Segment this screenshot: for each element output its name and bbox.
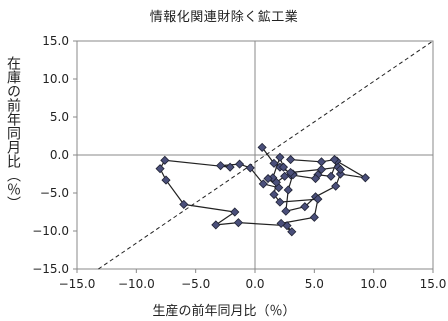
data-point-marker	[230, 207, 240, 217]
y-tick-label: −15.0	[32, 262, 69, 276]
data-point-marker	[287, 227, 297, 237]
data-point-marker	[245, 163, 255, 173]
y-axis-label: 在庫の前年同月比（％）	[5, 56, 21, 210]
data-point-marker	[300, 202, 310, 212]
reference-line-y-equals-x	[98, 40, 434, 270]
x-tick-label: −10.0	[118, 277, 155, 291]
y-tick-label: −10.0	[32, 224, 69, 238]
x-tick-label: −5.0	[181, 277, 210, 291]
y-tick-label: 10.0	[42, 72, 69, 86]
data-point-marker	[276, 218, 286, 228]
data-point-marker	[271, 177, 281, 187]
data-point-marker	[283, 185, 293, 195]
data-point-marker	[326, 171, 336, 181]
data-point-marker	[179, 199, 189, 209]
chart-title: 情報化関連財除く鉱工業	[149, 10, 299, 25]
data-point-marker	[225, 162, 235, 172]
data-point-marker	[235, 159, 245, 169]
data-point-marker	[286, 154, 296, 165]
data-point-marker	[360, 173, 370, 183]
data-point-marker	[161, 175, 171, 185]
data-point-marker	[310, 173, 321, 184]
data-point-marker	[269, 189, 279, 200]
data-point-marker	[216, 161, 226, 171]
data-point-marker	[258, 179, 268, 189]
data-point-marker	[275, 197, 285, 207]
data-point-marker	[275, 152, 285, 162]
data-point-marker	[263, 173, 273, 184]
data-point-marker	[329, 154, 340, 165]
y-tick-label: 0.0	[50, 148, 69, 162]
x-tick-label: 0.0	[245, 277, 264, 291]
data-point-marker	[269, 158, 279, 168]
data-point-marker	[316, 164, 327, 175]
data-point-marker	[281, 206, 291, 216]
data-point-marker	[286, 167, 296, 178]
data-point-marker	[335, 164, 346, 175]
x-tick-label: −15.0	[59, 277, 96, 291]
x-axis-label: 生産の前年同月比（％）	[152, 304, 296, 319]
data-point-marker	[160, 155, 170, 165]
y-tick-label: −5.0	[40, 186, 69, 200]
data-point-marker	[233, 218, 243, 228]
data-point-marker	[331, 181, 341, 191]
data-point-marker	[155, 164, 165, 174]
x-tick-label: 10.0	[360, 277, 387, 291]
x-tick-label: 5.0	[305, 277, 324, 291]
data-point-marker	[316, 157, 327, 167]
data-point-marker	[309, 212, 319, 222]
y-tick-label: 15.0	[42, 34, 69, 48]
data-point-marker	[313, 194, 323, 204]
x-tick-label: 15.0	[420, 277, 447, 291]
data-point-marker	[257, 142, 267, 152]
y-tick-label: 5.0	[50, 110, 69, 124]
data-point-marker	[211, 220, 221, 230]
data-point-marker	[278, 162, 289, 172]
data-point-marker	[280, 171, 290, 181]
